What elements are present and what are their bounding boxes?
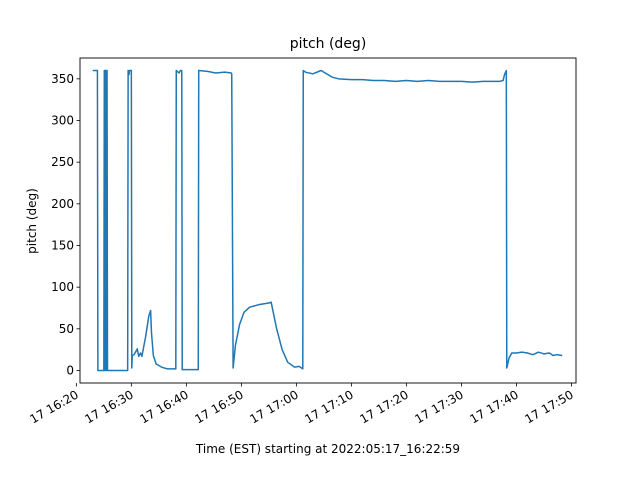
axes-frame bbox=[79, 57, 577, 384]
y-tick-label: 200 bbox=[51, 197, 74, 211]
y-axis: 0 50 100 150 200 250 300 350 bbox=[51, 72, 80, 378]
y-tick-label: 100 bbox=[51, 280, 74, 294]
x-axis-label: Time (EST) starting at 2022:05:17_16:22:… bbox=[195, 442, 460, 456]
y-tick-label: 50 bbox=[59, 322, 74, 336]
y-tick-label: 350 bbox=[51, 72, 74, 86]
series-line-0 bbox=[92, 69, 563, 372]
y-tick-label: 250 bbox=[51, 155, 74, 169]
y-tick-label: 300 bbox=[51, 114, 74, 128]
y-axis-label: pitch (deg) bbox=[25, 188, 39, 254]
chart-title: pitch (deg) bbox=[290, 36, 367, 52]
y-tick-label: 150 bbox=[51, 239, 74, 253]
plot-area bbox=[92, 69, 563, 372]
y-tick-label: 0 bbox=[66, 364, 74, 378]
